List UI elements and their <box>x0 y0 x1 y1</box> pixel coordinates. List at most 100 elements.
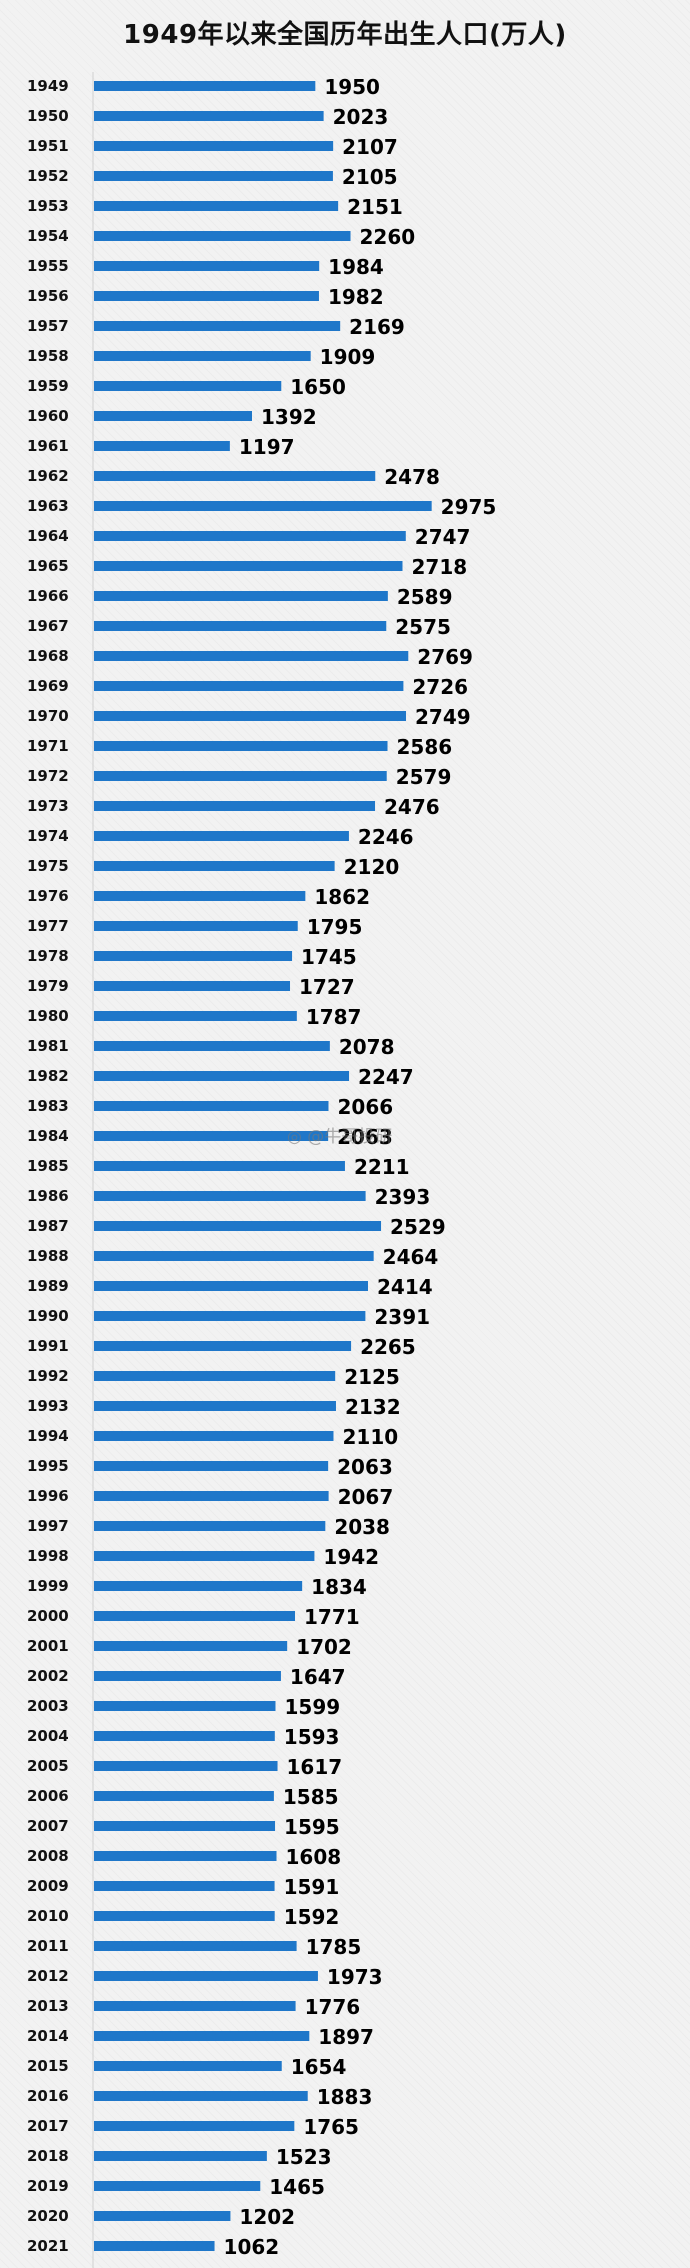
bar-row: 1983 2066 <box>27 1095 393 1119</box>
year-tick-label: 1960 <box>27 407 69 425</box>
year-tick-label: 1984 <box>27 1127 69 1145</box>
bar-row: 1959 1650 <box>27 375 346 399</box>
bar-row: 1999 1834 <box>27 1575 367 1599</box>
year-tick-label: 2016 <box>27 2087 69 2105</box>
year-tick-label: 1971 <box>27 737 69 755</box>
bar-value-label: 2246 <box>358 825 414 849</box>
bar-row: 2004 1593 <box>27 1725 339 1749</box>
bar-value-label: 2105 <box>342 165 398 189</box>
bar-row: 1993 2132 <box>27 1395 401 1419</box>
year-tick-label: 1957 <box>27 317 69 335</box>
bar-value-label: 1834 <box>311 1575 367 1599</box>
bar-value-label: 2476 <box>384 795 440 819</box>
year-tick-label: 1961 <box>27 437 69 455</box>
bar-row: 1996 2067 <box>27 1485 393 1509</box>
year-tick-label: 1983 <box>27 1097 69 1115</box>
bar <box>94 951 293 961</box>
bar-row: 2006 1585 <box>27 1785 339 1809</box>
year-tick-label: 1998 <box>27 1547 69 1565</box>
bar-row: 2018 1523 <box>27 2145 332 2169</box>
bar-row: 2012 1973 <box>27 1965 383 1989</box>
year-tick-label: 1986 <box>27 1187 69 1205</box>
bar-row: 1988 2464 <box>27 1245 438 1269</box>
bar <box>94 1941 297 1951</box>
year-tick-label: 1959 <box>27 377 69 395</box>
bar-row: 1952 2105 <box>27 165 398 189</box>
year-tick-label: 1997 <box>27 1517 69 1535</box>
bar-row: 1982 2247 <box>27 1065 414 1089</box>
bar <box>94 531 406 541</box>
year-tick-label: 1975 <box>27 857 69 875</box>
bar-value-label: 1897 <box>318 2025 374 2049</box>
year-tick-label: 2002 <box>27 1667 69 1685</box>
year-tick-label: 1996 <box>27 1487 69 1505</box>
bar <box>94 231 351 241</box>
bar-value-label: 2066 <box>337 1095 393 1119</box>
year-tick-label: 1955 <box>27 257 69 275</box>
bar-value-label: 2393 <box>375 1185 431 1209</box>
bar <box>94 2061 282 2071</box>
bar-value-label: 1197 <box>239 435 295 459</box>
bar-value-label: 1595 <box>284 1815 340 1839</box>
bar-value-label: 2120 <box>344 855 400 879</box>
bar <box>94 1731 275 1741</box>
bar-row: 1976 1862 <box>27 885 370 909</box>
bar-row: 2021 1062 <box>27 2235 279 2259</box>
bar-row: 1950 2023 <box>27 105 388 129</box>
year-tick-label: 1978 <box>27 947 69 965</box>
bar-row: 1994 2110 <box>27 1425 398 1449</box>
bar <box>94 471 376 481</box>
bar-value-label: 2063 <box>337 1125 393 1149</box>
year-tick-label: 2013 <box>27 1997 69 2015</box>
bar <box>94 111 324 121</box>
bar-row: 2013 1776 <box>27 1995 360 2019</box>
year-tick-label: 2007 <box>27 1817 69 1835</box>
bar-row: 1980 1787 <box>27 1005 361 1029</box>
bar-row: 1992 2125 <box>27 1365 400 1389</box>
bar-row: 2010 1592 <box>27 1905 339 1929</box>
bar-value-label: 2169 <box>349 315 405 339</box>
year-tick-label: 1962 <box>27 467 69 485</box>
year-tick-label: 2010 <box>27 1907 69 1925</box>
bar-row: 1975 2120 <box>27 855 399 879</box>
bar <box>94 1041 330 1051</box>
bar-value-label: 2247 <box>358 1065 414 1089</box>
bar <box>94 711 407 721</box>
bar <box>94 1251 374 1261</box>
bar-value-label: 2265 <box>360 1335 416 1359</box>
bar-value-label: 2529 <box>390 1215 446 1239</box>
year-tick-label: 1953 <box>27 197 69 215</box>
bar <box>94 1821 276 1831</box>
bar-row: 1965 2718 <box>27 555 467 579</box>
bar-value-label: 1592 <box>284 1905 340 1929</box>
bar-value-label: 1593 <box>284 1725 340 1749</box>
bar <box>94 2091 308 2101</box>
bar-value-label: 2132 <box>345 1395 401 1419</box>
bar-row: 1978 1745 <box>27 945 357 969</box>
bar-value-label: 2414 <box>377 1275 433 1299</box>
bar <box>94 1761 278 1771</box>
bar-row: 1953 2151 <box>27 195 403 219</box>
bar-value-label: 1909 <box>320 345 376 369</box>
bar-value-label: 2747 <box>415 525 471 549</box>
bar-value-label: 2769 <box>417 645 473 669</box>
bar <box>94 1911 275 1921</box>
bar-value-label: 2718 <box>411 555 467 579</box>
bar <box>94 741 388 751</box>
bar-value-label: 1785 <box>306 1935 362 1959</box>
bar-row: 1977 1795 <box>27 915 362 939</box>
year-tick-label: 1980 <box>27 1007 69 1025</box>
bar-value-label: 2151 <box>347 195 403 219</box>
year-tick-label: 2003 <box>27 1697 69 1715</box>
year-tick-label: 2001 <box>27 1637 69 1655</box>
bar-row: 1967 2575 <box>27 615 451 639</box>
bar <box>94 441 230 451</box>
bar-row: 1987 2529 <box>27 1215 446 1239</box>
year-tick-label: 1990 <box>27 1307 69 1325</box>
year-tick-label: 1994 <box>27 1427 69 1445</box>
bar <box>94 141 334 151</box>
bar <box>94 921 298 931</box>
bar-row: 1984 2063 <box>27 1125 393 1149</box>
bar <box>94 351 311 361</box>
bar <box>94 681 404 691</box>
